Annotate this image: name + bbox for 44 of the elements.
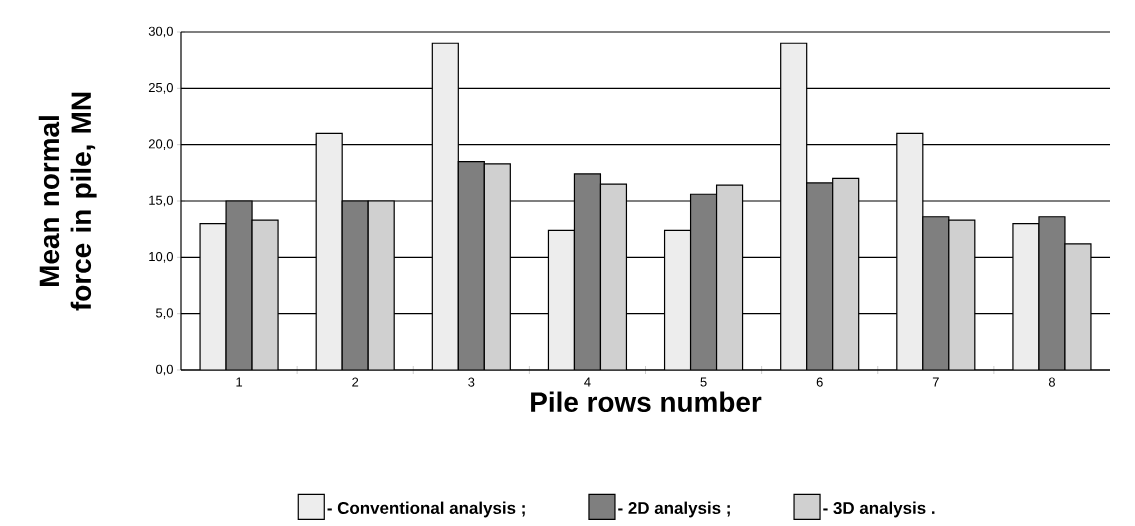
bar — [599, 183, 628, 370]
x-tick-label: 7 — [932, 377, 939, 387]
bar — [1038, 216, 1066, 370]
y-tick-label: 0,0 — [155, 364, 173, 376]
bar — [547, 229, 576, 370]
bar — [715, 184, 744, 370]
bar — [832, 177, 860, 370]
bar — [315, 132, 343, 370]
legend-label: - 2D analysis ; — [618, 501, 730, 518]
y-axis-title: Mean normal force in pile, MN — [38, 92, 97, 311]
x-tick-label: 3 — [468, 377, 475, 387]
x-axis-title: Pile rows number — [531, 391, 762, 413]
y-tick-label: 25,0 — [148, 82, 173, 94]
bar — [896, 132, 924, 370]
y-tick-label: 20,0 — [148, 139, 173, 151]
bar — [573, 173, 602, 370]
bar — [948, 219, 976, 370]
bar — [251, 219, 279, 370]
bar — [780, 42, 808, 370]
bar — [922, 216, 950, 370]
bar — [806, 182, 834, 370]
legend-label: - 3D analysis . — [823, 501, 935, 518]
x-tick-label: 4 — [584, 377, 591, 387]
y-tick-label: 30,0 — [148, 26, 173, 38]
legend-label: - Conventional analysis ; — [327, 501, 525, 518]
bar — [1012, 222, 1040, 370]
bar — [367, 200, 395, 370]
x-tick-label: 2 — [352, 377, 359, 387]
bar — [457, 160, 485, 370]
x-tick-label: 6 — [816, 377, 823, 387]
y-tick-label: 10,0 — [149, 251, 173, 263]
bar — [663, 229, 692, 370]
bar — [1064, 243, 1092, 370]
y-tick-label: 5,0 — [155, 308, 173, 320]
bar — [341, 200, 369, 370]
x-tick-label: 5 — [700, 377, 707, 387]
bar — [199, 222, 227, 370]
y-tick-label: 15,0 — [149, 195, 173, 207]
x-tick-label: 1 — [236, 377, 243, 387]
bar — [225, 200, 253, 370]
x-tick-label: 8 — [1048, 377, 1055, 387]
bar — [483, 163, 511, 370]
bar — [689, 193, 718, 370]
bar — [431, 42, 459, 370]
